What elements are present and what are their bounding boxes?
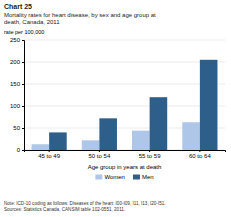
bar	[49, 132, 67, 150]
plot: 0 50 100 150 200 250 45 to 49 50 to 54 55 to 59 6…	[10, 37, 226, 159]
x-axis: 45 to 49 50 to 54 55 to 59 60 to 64	[25, 150, 226, 159]
x-tick-label: 45 to 49	[38, 153, 60, 159]
y-tick: 250	[10, 37, 24, 43]
grid-line	[24, 84, 225, 85]
subtitle: Mortality rates for heart disease, by se…	[4, 12, 156, 18]
y-tick-label: 250	[10, 37, 21, 43]
bars	[32, 60, 218, 150]
y-axis: 0 50 100 150 200 250	[10, 37, 25, 153]
y-tick-label: 0	[17, 147, 21, 153]
legend-label: Women	[104, 174, 125, 180]
bar	[82, 140, 100, 150]
bar	[99, 118, 117, 150]
x-tick-mark	[149, 150, 150, 152]
x-tick-label: 60 to 64	[189, 153, 211, 159]
x-axis-line	[25, 151, 226, 153]
bar	[132, 131, 150, 150]
title: Chart 25	[4, 3, 32, 10]
bar	[32, 144, 50, 150]
y-tick: 0	[17, 147, 24, 153]
y-tick-mark	[22, 40, 24, 41]
y-tick-mark	[22, 106, 24, 107]
x-tick-label: 50 to 54	[89, 153, 111, 159]
note: Note: ICD-10 coding as follows: Diseases…	[4, 201, 166, 206]
legend-swatch	[133, 175, 140, 180]
x-tick: 55 to 59	[139, 150, 161, 159]
x-tick-label: 55 to 59	[139, 153, 161, 159]
legend-swatch	[95, 175, 102, 180]
x-tick-mark	[99, 150, 100, 152]
y-axis-line	[22, 41, 25, 151]
legend-label: Men	[142, 174, 154, 180]
y-tick-label: 50	[13, 125, 20, 131]
bar	[150, 97, 168, 150]
x-tick-mark	[49, 150, 50, 152]
y-tick-label: 200	[10, 59, 21, 65]
y-tick: 50	[13, 125, 24, 131]
y-tick-mark	[22, 128, 24, 129]
subtitle: death, Canada, 2011	[4, 19, 60, 25]
x-tick: 60 to 64	[189, 150, 211, 159]
grid-line	[24, 62, 225, 63]
y-tick-mark	[22, 150, 24, 151]
y-tick: 200	[10, 59, 24, 65]
grid-line	[24, 106, 225, 107]
grid	[24, 40, 225, 150]
y-tick-mark	[22, 62, 24, 63]
y-tick: 150	[10, 81, 24, 87]
legend: Women Men	[95, 174, 153, 180]
legend-item: Women	[95, 174, 125, 180]
chart: Chart 25 Mortality rates for heart diseas…	[0, 0, 231, 217]
y-tick-label: 100	[10, 103, 21, 109]
y-axis-title: rate per 100,000	[4, 29, 44, 35]
bar	[182, 122, 200, 150]
y-tick-mark	[22, 84, 24, 85]
grid-line	[24, 40, 225, 41]
legend-item: Men	[133, 174, 154, 180]
bar	[200, 60, 218, 150]
x-tick-mark	[199, 150, 200, 152]
note: Sources: Statistics Canada, CANSIM table…	[4, 207, 125, 212]
x-tick: 50 to 54	[89, 150, 111, 159]
series	[49, 60, 217, 150]
x-axis-title: Age group in years at death	[88, 164, 162, 170]
x-tick: 45 to 49	[38, 150, 60, 159]
y-tick: 100	[10, 103, 24, 109]
y-tick-label: 150	[10, 81, 21, 87]
